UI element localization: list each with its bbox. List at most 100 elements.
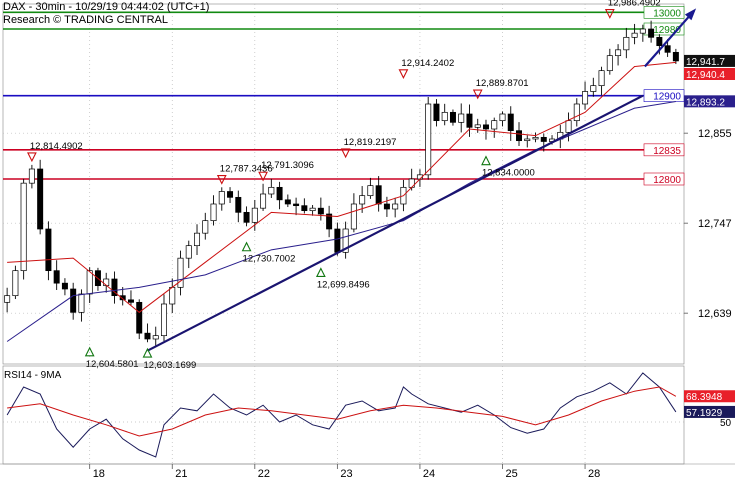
- candle-body: [631, 32, 638, 38]
- candle-body: [367, 185, 374, 197]
- swing-low-label: 12,603.1699: [143, 360, 196, 371]
- swing-high-label: 12,914.2402: [401, 58, 454, 69]
- swing-high-marker: [472, 89, 483, 100]
- candle-body: [326, 213, 333, 230]
- candle-body: [86, 270, 93, 295]
- chart-subtitle: Research © TRADING CENTRAL: [3, 14, 168, 26]
- price-tag-label: 12,941.7: [686, 57, 725, 68]
- candle: [61, 278, 68, 296]
- candle: [623, 27, 630, 59]
- candle: [127, 290, 134, 306]
- forecast-arrow-shaft: [644, 9, 695, 68]
- candle: [12, 265, 19, 300]
- candle-body: [532, 136, 539, 140]
- candle-body: [598, 70, 605, 87]
- candle: [648, 20, 655, 43]
- candle: [103, 272, 110, 293]
- candle: [243, 206, 250, 227]
- candle-body: [185, 245, 192, 259]
- price-tag-black: [684, 54, 735, 67]
- candle-body: [127, 299, 134, 303]
- rsi-tag-navy: [684, 405, 735, 418]
- x-tick-label: 24: [423, 468, 435, 480]
- candle-body: [350, 203, 357, 230]
- candle: [672, 48, 679, 65]
- candle-body: [136, 301, 143, 334]
- candle: [425, 96, 432, 180]
- candle-body: [507, 113, 514, 132]
- price-panel-frame: [2, 3, 685, 365]
- rsi-line: [6, 372, 677, 458]
- candle: [111, 271, 118, 304]
- candle-body: [441, 111, 448, 122]
- candle: [326, 205, 333, 238]
- candle: [615, 44, 622, 66]
- candle-body: [28, 168, 35, 184]
- candle: [433, 99, 440, 127]
- candle: [268, 178, 275, 198]
- level-label-12900: 12900: [653, 92, 681, 103]
- candle: [235, 190, 242, 223]
- candle-body: [623, 36, 630, 51]
- candle-body: [672, 51, 679, 62]
- candle: [20, 178, 27, 280]
- candle: [284, 194, 291, 208]
- candle-body: [433, 103, 440, 122]
- candle: [540, 133, 547, 152]
- candle-body: [78, 293, 85, 313]
- y-tick-label: 12,747: [698, 218, 732, 230]
- x-axis: 18 21 22 23 24 25 28: [0, 463, 735, 480]
- candle-body: [37, 168, 44, 230]
- level-label-13000: 13000: [653, 8, 681, 19]
- swing-high-label: 12,819.2197: [344, 137, 397, 148]
- candle: [474, 118, 481, 133]
- candle: [383, 196, 390, 217]
- candle-body: [119, 295, 126, 301]
- candle: [416, 169, 423, 187]
- candle: [202, 212, 209, 240]
- candle: [53, 260, 60, 290]
- candle: [301, 198, 308, 214]
- candle-body: [260, 193, 267, 209]
- level-label-12980: 12980: [653, 25, 681, 36]
- candle: [532, 132, 539, 143]
- swing-low-marker: [142, 347, 153, 358]
- candle-body: [284, 199, 291, 205]
- candle-body: [482, 124, 489, 130]
- candle-body: [392, 203, 399, 210]
- candle: [293, 197, 300, 216]
- candle: [276, 181, 283, 210]
- candle: [367, 177, 374, 199]
- candle: [350, 193, 357, 233]
- swing-high-marker: [340, 148, 351, 159]
- candle-body: [227, 191, 234, 198]
- swing-high-label: 12,986.4902: [608, 0, 661, 9]
- swing-low-label: 12,604.5801: [86, 359, 139, 370]
- candle: [317, 197, 324, 221]
- candle-body: [648, 28, 655, 38]
- candle-body: [235, 196, 242, 213]
- rsi-panel-frame: [2, 365, 685, 465]
- candle: [482, 119, 489, 140]
- candle: [260, 183, 267, 211]
- candle: [631, 23, 638, 45]
- candle: [524, 135, 531, 148]
- candle-body: [474, 124, 481, 128]
- candle: [94, 267, 101, 291]
- x-tick-label: 21: [175, 468, 187, 480]
- candle-body: [70, 288, 77, 313]
- swing-high-marker: [604, 9, 615, 19]
- x-tick-label: 25: [505, 468, 517, 480]
- candle: [227, 187, 234, 203]
- candle-body: [317, 207, 324, 215]
- level-label-12835: 12835: [653, 146, 681, 157]
- candle: [491, 117, 498, 138]
- candle: [144, 323, 151, 343]
- rsi-panel: RSI14 - 9MA 50 68.3948 57.1929: [2, 365, 735, 465]
- candle-body: [375, 185, 382, 205]
- price-panel: 12,639 12,747 12,855 13000 12980 12900 12835 12…: [2, 0, 735, 371]
- candle-body: [565, 120, 572, 133]
- rsi-tag-red: [684, 390, 735, 403]
- candle-body: [144, 332, 151, 340]
